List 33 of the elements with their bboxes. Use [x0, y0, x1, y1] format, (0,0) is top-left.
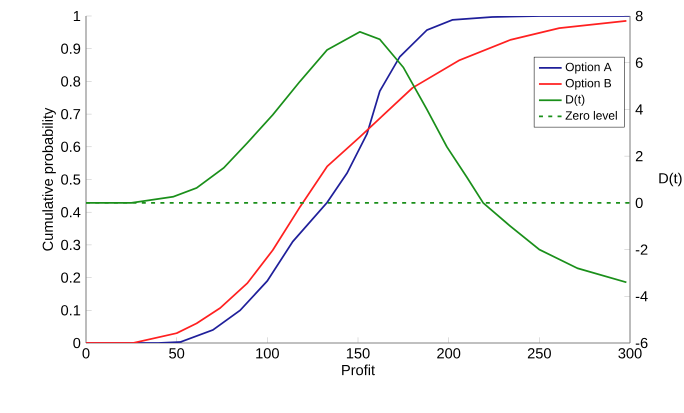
y2-tick-label: -6 — [636, 338, 648, 348]
x-tick-label: 100 — [256, 348, 279, 358]
y-tick-label: 0.4 — [61, 207, 80, 218]
x-tick-label: 150 — [346, 348, 370, 358]
y-tick-label: 0.1 — [61, 305, 80, 316]
legend-label: Option A — [566, 62, 612, 74]
y2-tick-label: 0 — [636, 198, 643, 208]
y-tick-label: 0 — [73, 338, 80, 348]
y-tick-label: 0.2 — [61, 272, 80, 283]
y2-tick-label: 2 — [636, 151, 643, 162]
x-tick-label: 250 — [528, 348, 551, 358]
y-tick-label: 0.7 — [61, 108, 80, 120]
x-axis-title: Profit — [342, 364, 375, 376]
y-axis-title: Cumulative probability — [42, 108, 56, 251]
y2-axis-title: D(t) — [659, 172, 682, 186]
x-tick-label: 200 — [437, 348, 460, 358]
y2-tick-label: 6 — [636, 58, 643, 68]
x-tick-label: 0 — [82, 348, 90, 358]
y-tick-label: 1 — [74, 10, 80, 22]
y-tick-label: 0.3 — [61, 240, 80, 250]
x-tick-label: 300 — [618, 348, 642, 358]
x-tick-label: 50 — [169, 348, 184, 358]
legend-label: D(t) — [566, 94, 584, 106]
legend-label: Option B — [566, 78, 612, 90]
y2-tick-label: -2 — [636, 244, 648, 255]
y-tick-label: 0.5 — [61, 174, 80, 185]
y-tick-label: 0.6 — [61, 142, 80, 152]
legend-label: Zero level — [566, 110, 617, 120]
y2-tick-label: 8 — [636, 10, 643, 22]
y2-tick-label: 4 — [635, 104, 643, 114]
y-tick-label: 0.9 — [61, 44, 80, 54]
y2-tick-label: -4 — [636, 291, 648, 302]
y-tick-label: 0.8 — [61, 76, 80, 87]
